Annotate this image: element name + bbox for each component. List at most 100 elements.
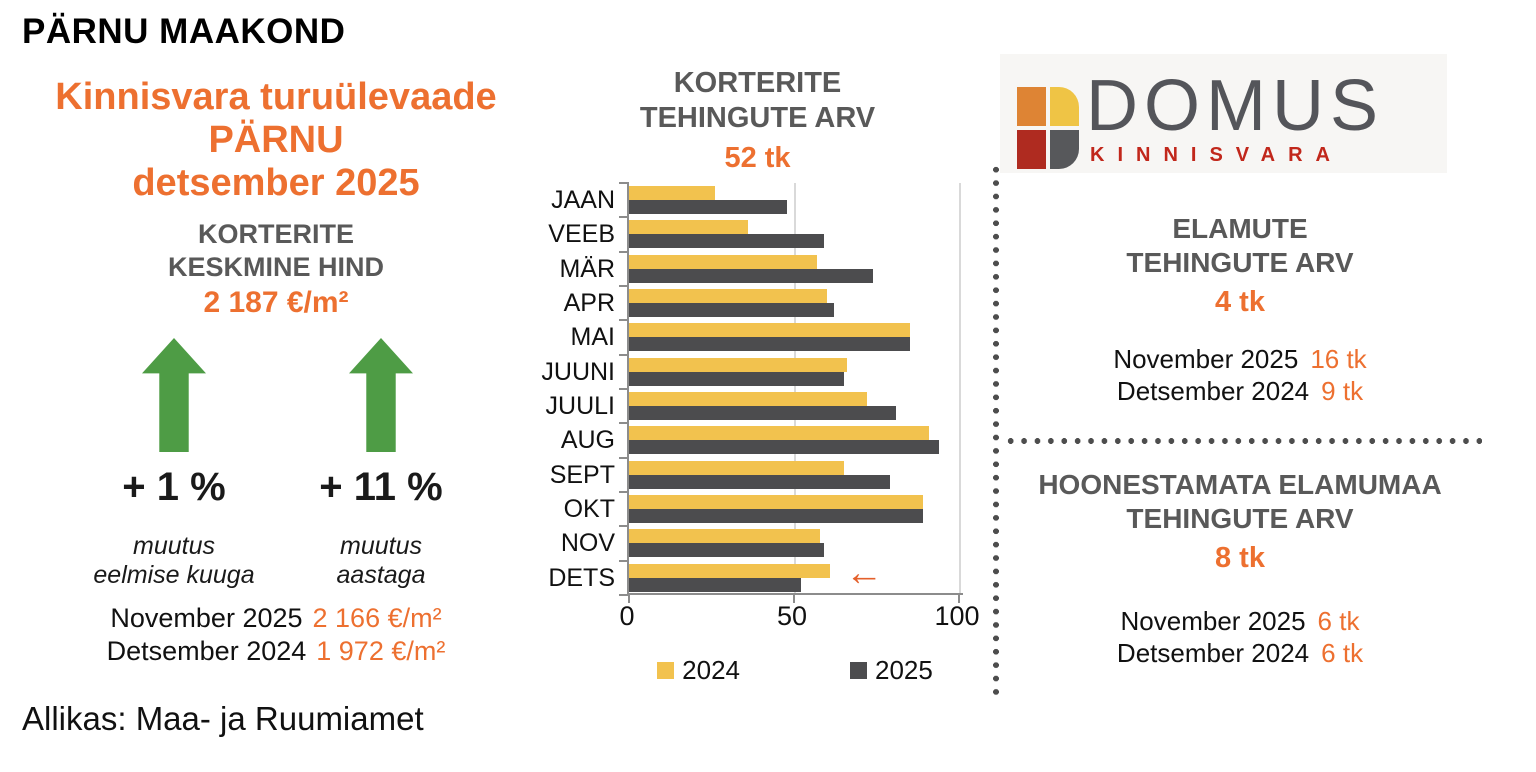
bar-DETS-2024 <box>629 563 831 578</box>
y-tick <box>619 216 629 219</box>
logo-wordmark: DOMUS <box>1086 66 1384 146</box>
history-label: November 2025 <box>110 603 303 633</box>
chart-highlight-value: 52 tk <box>724 142 791 174</box>
bar-MÄR-2024 <box>629 254 818 269</box>
vacant-land-highlight-value: 8 tk <box>1215 542 1265 574</box>
logo-square-gray <box>1050 130 1079 169</box>
legend-label-2025: 2025 <box>875 655 933 685</box>
y-tick <box>619 422 629 425</box>
bar-APR-2024 <box>629 289 827 303</box>
legend-item-2024: 2024 <box>657 655 740 686</box>
month-label-OKT: OKT <box>563 494 615 523</box>
month-change-caption-line1: muutus <box>133 532 215 560</box>
month-label-JUULI: JUULI <box>545 391 615 420</box>
houses-title: ELAMUTE TEHINGUTE ARV <box>1000 212 1480 280</box>
apartment-price-heading-line1: KORTERITE <box>197 219 354 249</box>
logo-sub-wordmark: KINNISVARA <box>1090 144 1343 166</box>
bar-JAAN-2024 <box>629 186 715 200</box>
legend-label-2024: 2024 <box>682 655 740 685</box>
bar-SEPT-2025 <box>629 474 890 489</box>
houses-row-label: Detsember 2024 <box>1116 376 1310 406</box>
month-label-MÄR: MÄR <box>559 254 615 283</box>
up-arrow-icon <box>349 338 413 452</box>
month-label-MAI: MAI <box>570 323 615 352</box>
vacant-land-section: HOONESTAMATA ELAMUMAA TEHINGUTE ARV 8 tk… <box>1000 468 1480 669</box>
month-label-JUUNI: JUUNI <box>541 357 615 386</box>
vacant-land-row: November 2025 6 tk <box>1000 605 1480 637</box>
bar-NOV-2024 <box>629 529 821 544</box>
houses-row-label: November 2025 <box>1113 344 1299 374</box>
y-tick <box>619 353 629 356</box>
y-tick <box>619 559 629 562</box>
vacant-land-rows: November 2025 6 tk Detsember 2024 6 tk <box>1000 605 1480 669</box>
x-tick <box>628 595 630 603</box>
source-text: Allikas: Maa- ja Ruumiamet <box>22 700 424 737</box>
chart-month-labels: JAAN VEEB MÄR APR MAI JUUNI JUULI AUG SEPT OKT NOV… <box>520 183 615 595</box>
y-tick <box>619 250 629 253</box>
bar-JAAN-2025 <box>629 200 788 214</box>
vacant-land-row-label: Detsember 2024 <box>1116 638 1310 668</box>
report-title: Kinnisvara turuülevaade PÄRNU detsember … <box>20 76 532 205</box>
vacant-land-row-label: November 2025 <box>1120 606 1306 636</box>
bar-AUG-2025 <box>629 440 940 455</box>
chart-x-axis: 0 50 100 <box>619 601 979 635</box>
legend-item-2025: 2025 <box>850 655 933 686</box>
chart-legend: 2024 2025 <box>617 655 973 686</box>
price-history: November 2025 2 166 €/m² Detsember 2024 … <box>20 602 532 668</box>
x-axis-label-0: 0 <box>619 601 635 631</box>
year-change-value: + 11 % <box>319 465 443 509</box>
houses-row-value: 9 tk <box>1321 376 1364 406</box>
history-row: Detsember 2024 1 972 €/m² <box>20 635 532 668</box>
left-arrow-annotation: ← <box>845 552 883 594</box>
houses-title-line2: TEHINGUTE ARV <box>1126 247 1354 278</box>
houses-highlight-value: 4 tk <box>1215 286 1265 318</box>
houses-title-line1: ELAMUTE <box>1172 213 1308 244</box>
year-change-caption-line2: aastaga <box>336 561 426 589</box>
y-tick <box>619 388 629 390</box>
chart-title: KORTERITE TEHINGUTE ARV 52 tk <box>530 66 985 176</box>
vacant-land-title-line2: TEHINGUTE ARV <box>1126 503 1354 534</box>
y-tick <box>619 456 629 459</box>
vacant-land-title: HOONESTAMATA ELAMUMAA TEHINGUTE ARV <box>1000 468 1480 536</box>
up-arrow-icon <box>142 338 206 452</box>
month-label-JAAN: JAAN <box>551 186 615 214</box>
month-change-block: + 1 % muutus eelmise kuuga <box>74 338 274 590</box>
gridline-100 <box>959 183 961 593</box>
bar-MAI-2024 <box>629 323 910 338</box>
y-tick <box>619 594 629 596</box>
bar-AUG-2024 <box>629 426 930 441</box>
logo-square-red <box>1017 130 1046 169</box>
average-price-value: 2 187 €/m² <box>203 286 349 319</box>
houses-row: Detsember 2024 9 tk <box>1000 375 1480 407</box>
bar-OKT-2025 <box>629 509 923 523</box>
houses-rows: November 2025 16 tk Detsember 2024 9 tk <box>1000 343 1480 407</box>
horizontal-dotted-divider <box>1004 437 1482 445</box>
year-change-caption-line1: muutus <box>340 532 422 560</box>
vacant-land-row-value: 6 tk <box>1321 638 1364 668</box>
report-title-line2: PÄRNU <box>208 119 344 161</box>
bar-MÄR-2025 <box>629 268 874 283</box>
x-axis-label-50: 50 <box>776 601 808 631</box>
bar-VEEB-2024 <box>629 220 748 235</box>
history-row: November 2025 2 166 €/m² <box>20 602 532 635</box>
vacant-land-title-line1: HOONESTAMATA ELAMUMAA <box>1038 469 1442 500</box>
y-tick <box>619 525 629 528</box>
domus-logo-icon <box>1017 87 1079 169</box>
bar-NOV-2025 <box>629 543 824 558</box>
logo-square-orange <box>1017 87 1046 126</box>
houses-row-value: 16 tk <box>1310 344 1367 374</box>
report-title-line3: detsember 2025 <box>132 162 420 204</box>
month-label-VEEB: VEEB <box>548 220 615 249</box>
history-value: 2 166 €/m² <box>312 603 442 633</box>
domus-logo: DOMUS KINNISVARA <box>1000 54 1447 173</box>
bar-JUULI-2024 <box>629 392 867 406</box>
gridline-50 <box>794 183 796 593</box>
bar-SEPT-2024 <box>629 460 844 475</box>
month-change-value: + 1 % <box>122 465 226 509</box>
chart-title-line2: TEHINGUTE ARV <box>639 102 876 134</box>
bar-DETS-2025 <box>629 577 801 592</box>
left-panel: Kinnisvara turuülevaade PÄRNU detsember … <box>20 76 532 726</box>
bar-MAI-2025 <box>629 337 910 352</box>
x-tick <box>958 595 960 603</box>
bar-OKT-2024 <box>629 495 923 509</box>
